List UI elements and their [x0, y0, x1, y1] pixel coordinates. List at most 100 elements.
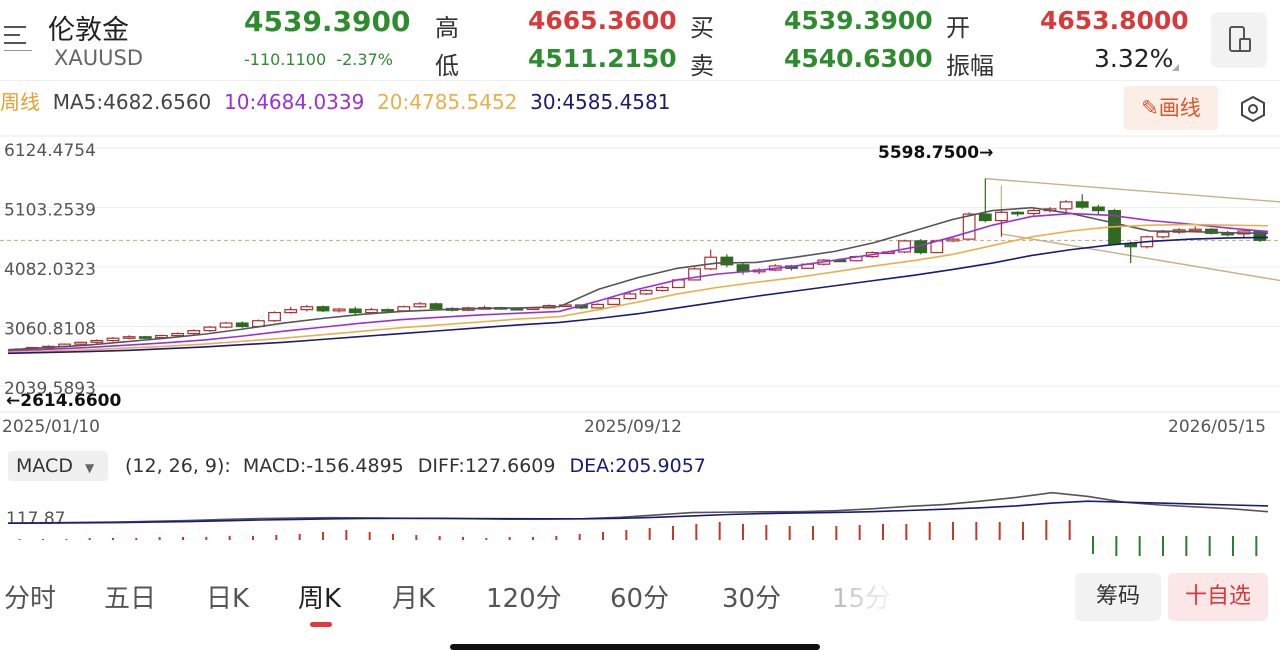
candle-body	[1091, 206, 1105, 212]
last-price: 4539.3900	[244, 5, 411, 38]
trend-channel-lower	[1001, 233, 1280, 282]
candle-body	[365, 309, 378, 314]
tab-3[interactable]: 日K	[206, 584, 250, 614]
dea-value: DEA:205.9057	[569, 455, 706, 477]
dea-line	[7, 500, 1269, 525]
tab-fade-overlay	[820, 572, 900, 622]
candle	[623, 292, 637, 300]
candle-body	[74, 341, 88, 345]
candle-body	[397, 306, 411, 312]
buy-value: 4539.3900	[784, 6, 933, 35]
candle-body	[1156, 231, 1170, 238]
candle-body	[155, 334, 168, 339]
add-watchlist-button[interactable]: 十自选	[1168, 573, 1268, 621]
chips-button[interactable]: 筹码	[1075, 573, 1161, 621]
y-tick-label: 4082.0323	[4, 260, 96, 280]
candle	[720, 254, 734, 268]
candlestick-chart[interactable]: 6124.4754 5103.2539 4082.0323 3060.8108 2039…	[0, 134, 1280, 440]
candle	[704, 249, 718, 271]
candle	[316, 305, 330, 312]
candle	[1205, 228, 1218, 235]
candle-body	[639, 289, 653, 295]
candle-body	[138, 336, 152, 339]
price-change: -110.1100 -2.37%	[244, 50, 393, 69]
candle	[284, 306, 298, 314]
pencil-icon: ✎	[1141, 96, 1159, 120]
candle-body	[623, 293, 637, 300]
candle	[639, 289, 653, 296]
instrument-title: 伦敦金	[48, 15, 129, 46]
candle	[106, 337, 120, 342]
tab-5[interactable]: 月K	[392, 584, 436, 614]
header-divider	[0, 80, 1280, 81]
ma-lines-layer	[7, 206, 1269, 355]
y-tick-label: 6124.4754	[4, 141, 96, 161]
candle-body	[106, 337, 120, 342]
candle-body	[978, 213, 992, 222]
candle	[1124, 241, 1138, 264]
tab-7[interactable]: 60分	[610, 584, 670, 614]
x-tick-start: 2025/01/10	[2, 417, 100, 437]
candle-body	[558, 304, 572, 308]
x-tick-mid: 2025/09/12	[584, 417, 682, 437]
hexagon-settings-icon	[1241, 95, 1265, 123]
price-change-pct: -2.37%	[336, 50, 393, 69]
home-indicator	[450, 644, 820, 650]
candle	[268, 311, 281, 322]
ma20-value: 20:4785.5452	[377, 90, 518, 114]
candle	[187, 329, 201, 335]
sell-label: 卖	[690, 52, 714, 80]
candle-body	[429, 303, 443, 310]
phone-switch-button[interactable]	[1211, 12, 1267, 68]
chart-grid	[0, 135, 1280, 413]
chart-settings-button[interactable]	[1236, 92, 1270, 126]
macd-indicator-label: MACD	[16, 455, 73, 477]
macd-chart: 117.87	[6, 491, 1269, 556]
draw-line-button[interactable]: ✎画线	[1124, 86, 1218, 130]
candle-body	[219, 322, 233, 328]
candle	[155, 334, 168, 339]
high-value: 4665.3600	[528, 6, 677, 35]
candle-body	[962, 213, 976, 240]
candle	[219, 321, 233, 329]
candle-body	[688, 268, 701, 281]
tab-4[interactable]: 周K	[298, 584, 342, 614]
candle-body	[946, 238, 960, 242]
trend-channel	[985, 177, 1280, 282]
candle	[1221, 230, 1235, 237]
candle-body	[235, 322, 249, 328]
candle	[171, 332, 185, 337]
dropdown-caret-icon: ▼	[85, 461, 95, 475]
trend-channel-upper	[985, 177, 1280, 203]
diff-line	[7, 491, 1269, 524]
candle	[1188, 226, 1202, 232]
active-tab-indicator	[310, 622, 332, 627]
y-tick-label: 2039.5893	[4, 379, 96, 399]
candle	[348, 306, 362, 316]
high-label: 高	[435, 14, 459, 42]
menu-icon[interactable]	[4, 26, 32, 52]
diff-value: DIFF:127.6609	[417, 455, 556, 477]
ma10-value: 10:4684.0339	[224, 90, 365, 114]
amplitude-label: 振幅	[946, 52, 994, 80]
macd-indicator-select[interactable]: MACD ▼	[8, 451, 108, 481]
candle-body	[720, 256, 734, 266]
tab-8[interactable]: 30分	[722, 584, 782, 614]
candle	[413, 302, 427, 308]
candle	[138, 335, 152, 339]
candle	[978, 178, 992, 223]
ma-legend: 周线 MA5:4682.6560 10:4684.0339 20:4785.54…	[0, 86, 670, 115]
tab-1[interactable]: 分时	[4, 584, 57, 614]
candle-body	[300, 306, 314, 311]
candle	[332, 307, 346, 313]
candle	[898, 239, 911, 254]
candle	[90, 339, 104, 344]
candle	[1059, 200, 1073, 215]
candle-body	[332, 308, 346, 312]
candle-body	[348, 308, 362, 314]
max-price-annotation: 5598.7500→	[878, 143, 993, 163]
tab-6[interactable]: 120分	[486, 584, 562, 614]
candle	[365, 307, 378, 314]
tab-2[interactable]: 五日	[104, 584, 157, 614]
candle	[1075, 194, 1089, 209]
